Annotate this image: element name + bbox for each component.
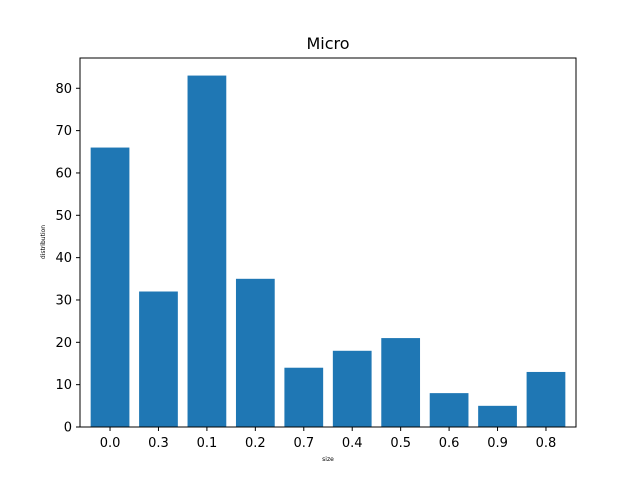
y-tick-label: 80 <box>55 82 72 97</box>
bars-group <box>90 75 566 428</box>
bar-0.1 <box>187 75 227 428</box>
bar-0.6 <box>429 393 469 427</box>
x-tick-label: 0.9 <box>487 436 508 451</box>
bar-0.8 <box>526 371 566 427</box>
bar-0.0 <box>90 147 130 427</box>
x-tick-label: 0.6 <box>439 436 460 451</box>
x-tick-label: 0.2 <box>245 436 266 451</box>
plot-frame <box>79 57 577 428</box>
y-tick-label: 60 <box>55 166 72 181</box>
y-tick-label: 10 <box>55 378 72 393</box>
y-tick-label: 20 <box>55 336 72 351</box>
x-tick-label: 0.7 <box>293 436 314 451</box>
bar-0.4 <box>332 350 372 427</box>
x-axis-title: size <box>322 456 334 463</box>
x-axis-ticks: 0.0 0.3 0.1 0.2 0.7 0.4 0.5 0.6 0.9 0.8 <box>100 427 557 451</box>
bar-0.5 <box>381 338 421 427</box>
y-tick-label: 30 <box>55 293 72 308</box>
x-tick-label: 0.3 <box>148 436 169 451</box>
x-tick-label: 0.0 <box>100 436 121 451</box>
bar-0.2 <box>235 278 275 427</box>
y-tick-label: 0 <box>64 421 72 436</box>
x-tick-label: 0.5 <box>390 436 411 451</box>
y-axis-ticks: 0 10 20 30 40 50 60 70 80 <box>55 82 80 436</box>
bar-0.7 <box>284 367 324 427</box>
bar-0.9 <box>478 405 517 427</box>
y-axis-title: distribution <box>40 225 47 259</box>
chart-title: Micro <box>306 34 349 53</box>
x-tick-label: 0.8 <box>536 436 557 451</box>
y-tick-label: 50 <box>55 209 72 224</box>
y-tick-label: 40 <box>55 251 72 266</box>
x-tick-label: 0.1 <box>197 436 218 451</box>
x-tick-label: 0.4 <box>342 436 363 451</box>
y-tick-label: 70 <box>55 124 72 139</box>
bar-0.3 <box>139 291 178 427</box>
